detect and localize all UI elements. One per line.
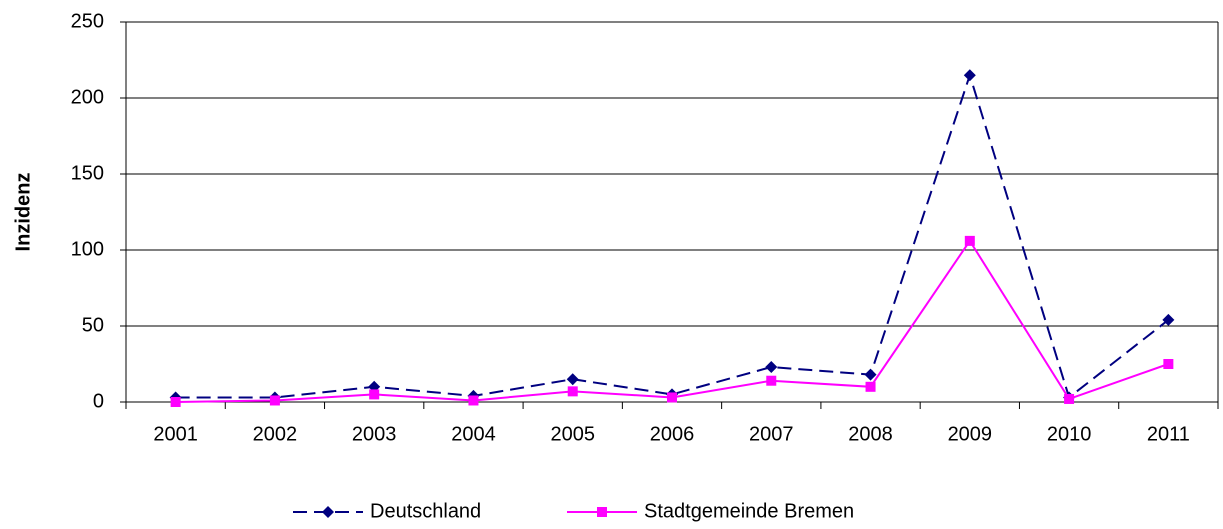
x-tick-label: 2002 [253,423,298,445]
y-tick-label: 200 [71,86,104,108]
x-tick-label: 2010 [1047,423,1092,445]
marker [269,395,280,406]
x-tick-label: 2004 [451,423,496,445]
x-tick-label: 2007 [749,423,794,445]
marker [964,235,975,246]
x-tick-label: 2009 [948,423,993,445]
marker [369,389,380,400]
marker [766,375,777,386]
y-tick-label: 150 [71,162,104,184]
legend-label: Stadtgemeinde Bremen [644,500,854,522]
marker [566,373,579,386]
marker [963,69,976,82]
marker [170,397,181,407]
x-tick-label: 2008 [848,423,893,445]
marker [667,392,677,403]
y-tick-label: 0 [93,390,104,412]
series-line [175,71,1169,400]
marker [765,361,778,374]
y-tick-label: 250 [71,10,104,32]
marker [567,386,578,397]
marker [597,507,607,517]
marker [468,395,479,406]
y-tick-label: 100 [71,238,104,260]
marker [1064,393,1075,404]
x-tick-label: 2001 [153,423,198,445]
marker [864,368,877,381]
x-tick-label: 2006 [650,423,695,445]
y-tick-label: 50 [82,314,104,336]
legend-label: Deutschland [370,500,481,522]
marker [1162,313,1175,326]
marker [1163,359,1174,369]
series-line [175,239,1169,403]
y-axis-label: Inzidenz [12,173,34,252]
x-tick-label: 2011 [1147,423,1190,445]
marker [865,381,876,392]
x-tick-label: 2005 [550,423,595,445]
marker [322,506,334,518]
x-tick-label: 2003 [352,423,397,445]
